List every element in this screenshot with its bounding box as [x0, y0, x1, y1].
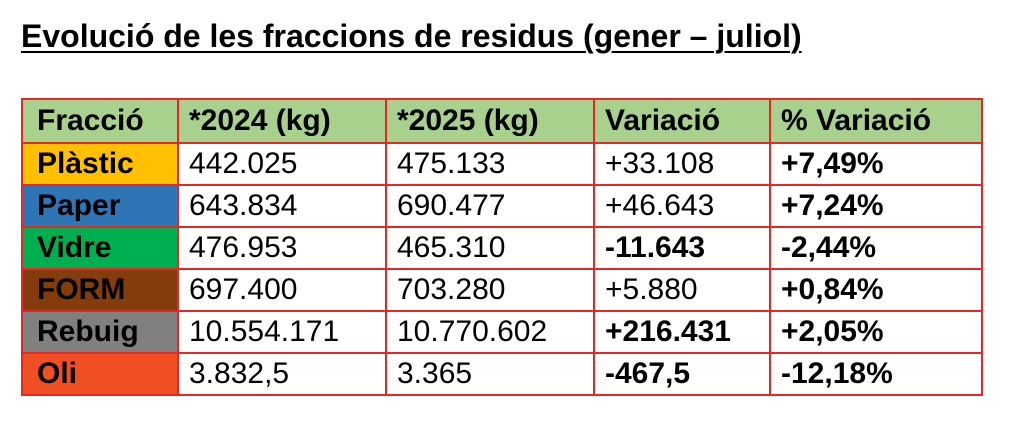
pct-variacio-cell: +0,84% [769, 268, 983, 312]
table-header-row: Fracció *2024 (kg) *2025 (kg) Variació %… [21, 98, 983, 144]
pct-variacio-cell: -12,18% [769, 352, 983, 396]
variacio-cell: +5.880 [593, 268, 771, 312]
variacio-cell: -11.643 [593, 226, 771, 270]
pct-variacio-cell: +7,49% [769, 142, 983, 186]
table-row-form: FORM 697.400 703.280 +5.880 +0,84% [21, 268, 983, 312]
value-2024: 476.953 [177, 226, 387, 270]
page-title: Evolució de les fraccions de residus (ge… [21, 18, 802, 54]
residus-table: Fracció *2024 (kg) *2025 (kg) Variació %… [21, 98, 983, 396]
variacio-cell: +46.643 [593, 184, 771, 228]
value-2025: 465.310 [385, 226, 595, 270]
pct-variacio-cell: -2,44% [769, 226, 983, 270]
table-row-paper: Paper 643.834 690.477 +46.643 +7,24% [21, 184, 983, 228]
variacio-cell: -467,5 [593, 352, 771, 396]
value-2025: 703.280 [385, 268, 595, 312]
value-2024: 3.832,5 [177, 352, 387, 396]
variacio-cell: +33.108 [593, 142, 771, 186]
fraccio-cell: Paper [21, 184, 179, 228]
variacio-cell: +216.431 [593, 310, 771, 354]
value-2024: 442.025 [177, 142, 387, 186]
pct-variacio-cell: +2,05% [769, 310, 983, 354]
table-row-rebuig: Rebuig 10.554.171 10.770.602 +216.431 +2… [21, 310, 983, 354]
value-2025: 3.365 [385, 352, 595, 396]
value-2024: 643.834 [177, 184, 387, 228]
value-2025: 10.770.602 [385, 310, 595, 354]
fraccio-cell: Oli [21, 352, 179, 396]
fraccio-cell: Plàstic [21, 142, 179, 186]
value-2025: 690.477 [385, 184, 595, 228]
value-2024: 697.400 [177, 268, 387, 312]
table-row-oli: Oli 3.832,5 3.365 -467,5 -12,18% [21, 352, 983, 396]
fraccio-cell: FORM [21, 268, 179, 312]
header-2025: *2025 (kg) [385, 98, 595, 144]
header-variacio: Variació [593, 98, 771, 144]
fraccio-cell: Vidre [21, 226, 179, 270]
fraccio-cell: Rebuig [21, 310, 179, 354]
header-2024: *2024 (kg) [177, 98, 387, 144]
header-pct-variacio: % Variació [769, 98, 983, 144]
value-2025: 475.133 [385, 142, 595, 186]
header-fraccio: Fracció [21, 98, 179, 144]
table-row-vidre: Vidre 476.953 465.310 -11.643 -2,44% [21, 226, 983, 270]
table-row-plastic: Plàstic 442.025 475.133 +33.108 +7,49% [21, 142, 983, 186]
value-2024: 10.554.171 [177, 310, 387, 354]
pct-variacio-cell: +7,24% [769, 184, 983, 228]
